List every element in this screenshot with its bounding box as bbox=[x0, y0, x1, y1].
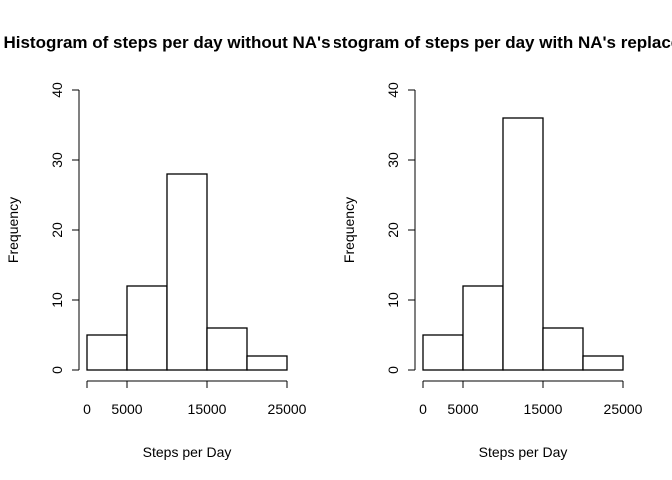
x-axis-left: 0 5000 15000 25000 bbox=[83, 380, 307, 417]
histogram-bar bbox=[542, 327, 584, 371]
x-axis-label-right: Steps per Day bbox=[479, 444, 568, 460]
histogram-panel-right: Histogram of steps per day with NA's rep… bbox=[315, 33, 672, 460]
y-tick-label: 20 bbox=[385, 222, 401, 238]
y-tick-label: 0 bbox=[49, 366, 65, 374]
y-axis-left: 0 10 20 30 40 bbox=[49, 82, 80, 374]
x-tick-label: 25000 bbox=[604, 401, 643, 417]
bars-right bbox=[422, 117, 624, 371]
histogram-bar bbox=[166, 173, 208, 371]
y-tick-label: 20 bbox=[49, 222, 65, 238]
y-tick-label: 10 bbox=[49, 292, 65, 308]
x-tick-label: 5000 bbox=[447, 401, 478, 417]
histogram-bar bbox=[422, 334, 464, 371]
y-axis-label-left: Frequency bbox=[5, 197, 21, 263]
histogram-bar bbox=[246, 355, 288, 371]
histogram-bar bbox=[126, 285, 168, 371]
histogram-bar bbox=[582, 355, 624, 371]
chart-title-left: Histogram of steps per day without NA's bbox=[3, 33, 330, 52]
histogram-bar bbox=[206, 327, 248, 371]
x-tick-label: 0 bbox=[419, 401, 427, 417]
y-tick-label: 0 bbox=[385, 366, 401, 374]
y-axis-label-right: Frequency bbox=[341, 197, 357, 263]
x-axis-right: 0 5000 15000 25000 bbox=[419, 380, 643, 417]
bars-left bbox=[86, 173, 288, 371]
y-tick-label: 10 bbox=[385, 292, 401, 308]
y-tick-label: 30 bbox=[385, 152, 401, 168]
x-axis-label-left: Steps per Day bbox=[143, 444, 232, 460]
histogram-bar bbox=[86, 334, 128, 371]
histogram-bar bbox=[462, 285, 504, 371]
y-tick-label: 40 bbox=[385, 82, 401, 98]
y-axis-right: 0 10 20 30 40 bbox=[385, 82, 416, 374]
y-tick-label: 40 bbox=[49, 82, 65, 98]
histogram-panel-left: Histogram of steps per day without NA's … bbox=[3, 33, 330, 460]
x-tick-label: 15000 bbox=[188, 401, 227, 417]
chart-title-right: Histogram of steps per day with NA's rep… bbox=[315, 33, 672, 52]
y-tick-label: 30 bbox=[49, 152, 65, 168]
x-tick-label: 0 bbox=[83, 401, 91, 417]
x-tick-label: 5000 bbox=[111, 401, 142, 417]
x-tick-label: 25000 bbox=[268, 401, 307, 417]
x-tick-label: 15000 bbox=[524, 401, 563, 417]
histogram-bar bbox=[502, 117, 544, 371]
